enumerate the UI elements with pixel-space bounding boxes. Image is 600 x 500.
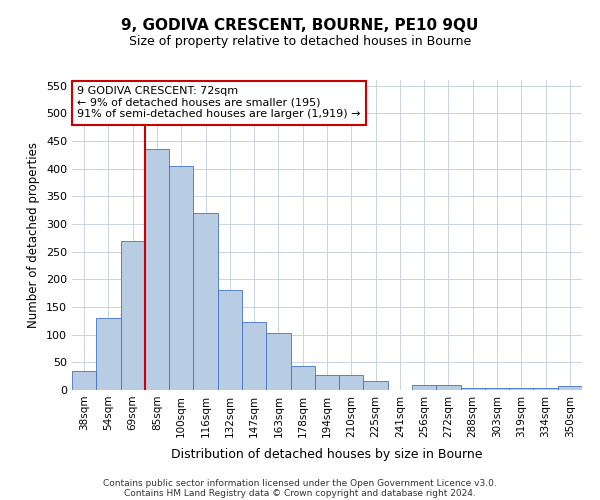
Bar xyxy=(485,388,509,390)
Bar xyxy=(315,374,339,390)
Bar xyxy=(169,166,193,390)
Bar xyxy=(96,318,121,390)
Text: Size of property relative to detached houses in Bourne: Size of property relative to detached ho… xyxy=(129,35,471,48)
Bar xyxy=(509,388,533,390)
Bar xyxy=(558,386,582,390)
Bar xyxy=(266,333,290,390)
Bar xyxy=(436,385,461,390)
Bar xyxy=(193,213,218,390)
Bar xyxy=(364,380,388,390)
Bar xyxy=(121,240,145,390)
Text: 9, GODIVA CRESCENT, BOURNE, PE10 9QU: 9, GODIVA CRESCENT, BOURNE, PE10 9QU xyxy=(121,18,479,32)
Text: Contains HM Land Registry data © Crown copyright and database right 2024.: Contains HM Land Registry data © Crown c… xyxy=(124,488,476,498)
Bar xyxy=(290,366,315,390)
Bar xyxy=(145,149,169,390)
Bar xyxy=(412,385,436,390)
Text: 9 GODIVA CRESCENT: 72sqm
← 9% of detached houses are smaller (195)
91% of semi-d: 9 GODIVA CRESCENT: 72sqm ← 9% of detache… xyxy=(77,86,361,120)
Bar xyxy=(72,370,96,390)
X-axis label: Distribution of detached houses by size in Bourne: Distribution of detached houses by size … xyxy=(171,448,483,461)
Bar xyxy=(461,388,485,390)
Y-axis label: Number of detached properties: Number of detached properties xyxy=(28,142,40,328)
Bar xyxy=(218,290,242,390)
Bar xyxy=(242,322,266,390)
Text: Contains public sector information licensed under the Open Government Licence v3: Contains public sector information licen… xyxy=(103,478,497,488)
Bar xyxy=(339,374,364,390)
Bar xyxy=(533,388,558,390)
